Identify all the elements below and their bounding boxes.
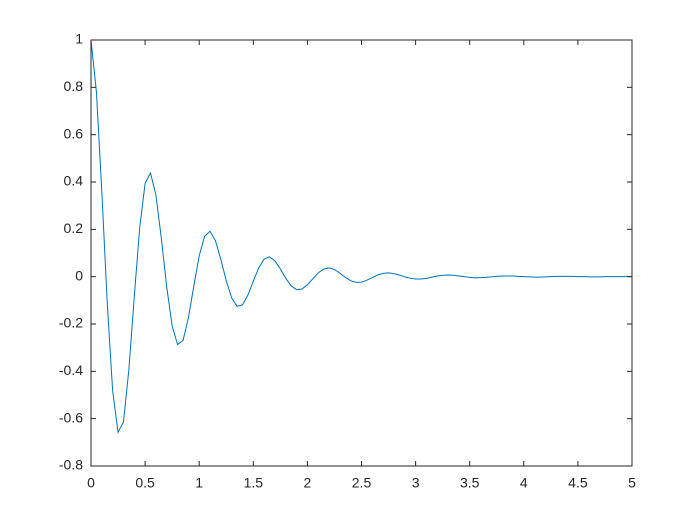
x-tick-label: 0.5 <box>135 475 155 491</box>
x-tick-label: 2 <box>304 475 312 491</box>
x-tick-label: 4 <box>520 475 528 491</box>
x-tick-label: 4.5 <box>568 475 588 491</box>
y-tick-label: 0.8 <box>64 78 84 94</box>
y-tick-label: -0.2 <box>59 315 83 331</box>
y-tick-label: -0.6 <box>59 409 83 425</box>
x-tick-label: 3 <box>412 475 420 491</box>
x-tick-label: 3.5 <box>460 475 480 491</box>
y-tick-label: 1 <box>75 31 83 47</box>
data-line <box>90 39 632 435</box>
y-tick-label: -0.8 <box>59 457 83 473</box>
x-tick-label: 5 <box>628 475 636 491</box>
y-tick-label: -0.4 <box>59 362 83 378</box>
y-tick-label: 0.6 <box>64 125 84 141</box>
y-tick-label: 0 <box>75 267 83 283</box>
x-tick-label: 1.5 <box>244 475 264 491</box>
x-tick-label: 1 <box>195 475 203 491</box>
x-tick-label: 2.5 <box>352 475 372 491</box>
x-tick-label: 0 <box>87 475 95 491</box>
y-tick-label: 0.4 <box>64 173 84 189</box>
y-tick-label: 0.2 <box>64 220 84 236</box>
